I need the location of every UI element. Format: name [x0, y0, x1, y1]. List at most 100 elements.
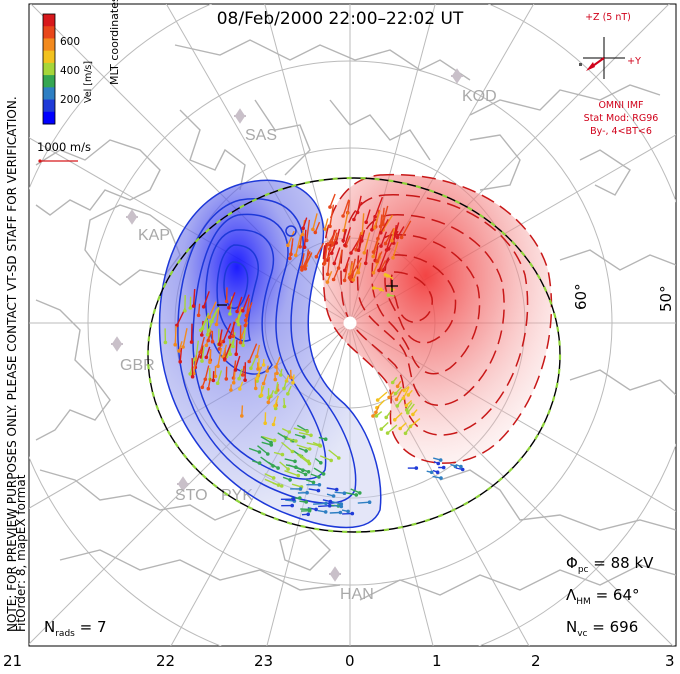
velocity-vector-origin — [329, 240, 334, 245]
velocity-vector-origin — [304, 449, 308, 453]
cross-polar-potential: Φpc = 88 kV — [566, 554, 654, 575]
velocity-vector-origin — [374, 414, 379, 418]
velocity-vector — [228, 292, 236, 308]
velocity-vector — [343, 211, 349, 231]
velocity-vector-origin — [351, 278, 356, 282]
velocity-vector-origin — [228, 335, 232, 340]
velocity-vector — [287, 230, 295, 246]
velocity-vector-origin — [371, 271, 376, 275]
velocity-vector — [326, 270, 333, 283]
velocity-vector — [208, 316, 215, 331]
velocity-vector-origin — [395, 404, 400, 408]
velocity-vector-origin — [204, 355, 209, 360]
velocity-vector-origin — [238, 387, 242, 391]
velocity-vector — [333, 232, 338, 245]
velocity-vector-origin — [300, 268, 304, 272]
velocity-vector-origin — [308, 507, 312, 512]
velocity-vector-origin — [228, 312, 232, 316]
velocity-vector-origin — [287, 430, 292, 434]
velocity-vector — [299, 233, 303, 247]
velocity-vector — [199, 336, 205, 353]
station-label-kap: KAP — [138, 227, 170, 244]
velocity-vector-origin — [257, 450, 262, 454]
velocity-vector — [376, 251, 383, 262]
velocity-vector — [327, 256, 331, 275]
velocity-scale-vector — [38, 159, 78, 163]
velocity-vector-origin — [327, 247, 332, 251]
velocity-vector-origin — [247, 359, 251, 364]
colorbar-swatch — [43, 38, 55, 52]
velocity-vector-origin — [383, 241, 388, 246]
velocity-vector-origin — [436, 461, 441, 466]
velocity-vector-origin — [291, 380, 295, 385]
velocity-vector-origin — [311, 480, 316, 485]
velocity-vector-origin — [387, 395, 391, 400]
velocity-vector-origin — [173, 342, 177, 347]
velocity-vector — [391, 227, 396, 241]
velocity-vector-origin — [210, 339, 215, 344]
velocity-vector-origin — [398, 426, 403, 431]
velocity-vector-origin — [341, 214, 345, 218]
velocity-vector-origin — [214, 322, 219, 327]
colorbar-swatch — [43, 111, 55, 125]
velocity-vector-origin — [393, 391, 398, 396]
velocity-vector-origin — [206, 338, 211, 343]
velocity-vector-origin — [255, 354, 259, 359]
velocity-vector — [382, 205, 389, 225]
velocity-vector-origin — [203, 377, 208, 382]
velocity-vector-origin — [294, 465, 298, 470]
velocity-vector-origin — [372, 286, 376, 290]
velocity-vector-origin — [275, 371, 279, 376]
velocity-scale-label: 1000 m/s — [37, 140, 91, 154]
velocity-vector-origin — [360, 239, 364, 243]
velocity-vector-origin — [370, 228, 374, 232]
velocity-vector-origin — [273, 404, 277, 408]
velocity-vector-origin — [438, 458, 443, 462]
velocity-vector — [193, 355, 198, 374]
velocity-vector — [260, 456, 274, 467]
velocity-vector-origin — [395, 384, 400, 389]
velocity-vector-origin — [289, 375, 293, 380]
velocity-vector-origin — [304, 500, 309, 504]
velocity-vector — [328, 449, 340, 459]
velocity-vector — [179, 347, 183, 362]
velocity-vector — [248, 343, 258, 362]
velocity-vector-origin — [379, 427, 384, 431]
velocity-vector-origin — [460, 467, 465, 472]
velocity-vector-origin — [235, 309, 239, 314]
velocity-vector-origin — [280, 452, 285, 457]
velocity-vector — [197, 303, 201, 316]
velocity-vector — [332, 269, 339, 280]
velocity-vector-origin — [453, 464, 458, 469]
velocity-vector-origin — [223, 357, 227, 361]
velocity-vector-origin — [307, 447, 312, 451]
velocity-vector — [301, 253, 305, 268]
velocity-vector — [407, 403, 415, 414]
mlt-tick-0: 0 — [345, 652, 355, 670]
velocity-vector-origin — [390, 380, 395, 385]
velocity-vector — [261, 435, 275, 442]
velocity-vector — [304, 249, 310, 269]
velocity-vector-origin — [298, 245, 302, 249]
velocity-vector-origin — [371, 254, 376, 259]
velocity-vector-origin — [266, 452, 270, 456]
colorbar-tick-200: 200 — [60, 94, 81, 106]
velocity-vector-origin — [384, 415, 389, 420]
velocity-vector — [382, 207, 385, 223]
imf-bin: By-, 4<BT<6 — [590, 126, 652, 137]
velocity-vector-origin — [238, 340, 243, 345]
velocity-vector-origin — [207, 315, 212, 319]
velocity-vector-origin — [181, 345, 185, 349]
velocity-vector-origin — [282, 386, 286, 391]
velocity-vector-origin — [276, 466, 280, 470]
colorbar-swatch — [43, 50, 55, 64]
velocity-vector-origin — [334, 487, 339, 492]
velocity-vector — [245, 298, 251, 316]
velocity-vector-origin — [300, 232, 305, 237]
velocity-vector-origin — [375, 259, 380, 264]
pole-marker — [343, 316, 357, 330]
velocity-vector-origin — [338, 510, 343, 515]
velocity-vector-origin — [362, 251, 367, 255]
velocity-vector-origin — [293, 459, 297, 464]
velocity-vector-origin — [200, 359, 204, 363]
